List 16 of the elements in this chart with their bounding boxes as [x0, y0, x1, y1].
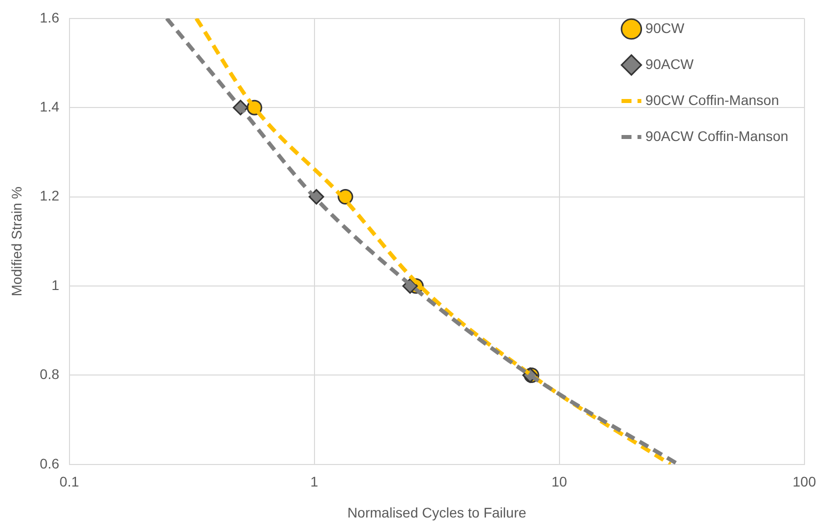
y-tick-label: 0.8	[40, 366, 60, 382]
legend-label: 90CW	[645, 20, 686, 36]
y-tick-label: 0.6	[40, 455, 60, 472]
x-axis-title: Normalised Cycles to Failure	[347, 504, 526, 520]
legend-label: 90CW Coffin-Manson	[645, 92, 779, 108]
y-tick-label: 1	[51, 276, 60, 293]
x-tick-label: 1	[310, 474, 318, 490]
y-tick-label: 1.4	[40, 98, 60, 114]
legend-label: 90ACW Coffin-Manson	[645, 128, 788, 144]
x-tick-label: 0.1	[60, 474, 80, 490]
x-tick-label: 10	[552, 474, 568, 490]
y-tick-label: 1.2	[40, 188, 60, 204]
y-tick-label: 1.6	[40, 9, 60, 26]
y-axis-title: Modified Strain %	[8, 186, 24, 296]
x-tick-label: 100	[792, 474, 816, 490]
legend-label: 90ACW	[645, 56, 694, 72]
